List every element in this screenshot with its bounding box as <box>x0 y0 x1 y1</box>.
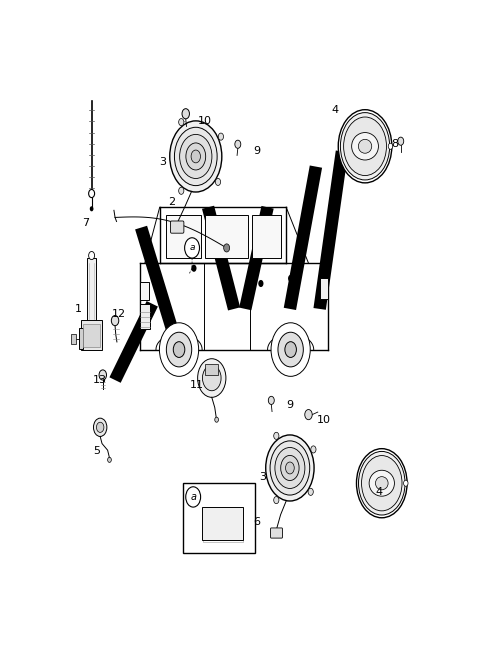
Bar <box>71 335 76 345</box>
Circle shape <box>192 265 196 272</box>
Bar <box>81 320 102 350</box>
Bar <box>87 258 96 324</box>
Text: 7: 7 <box>82 218 89 228</box>
Bar <box>140 282 149 300</box>
Circle shape <box>357 449 407 518</box>
Circle shape <box>275 447 305 488</box>
Text: 9: 9 <box>253 147 260 156</box>
Circle shape <box>344 117 386 176</box>
Circle shape <box>191 150 201 163</box>
Text: 1: 1 <box>74 304 81 314</box>
Circle shape <box>274 432 279 440</box>
Bar <box>203 510 243 542</box>
Circle shape <box>224 280 229 287</box>
Circle shape <box>338 110 392 183</box>
Circle shape <box>311 446 316 453</box>
Circle shape <box>398 137 404 145</box>
Circle shape <box>203 366 221 391</box>
Circle shape <box>186 487 201 507</box>
Circle shape <box>268 396 274 405</box>
Circle shape <box>286 462 294 474</box>
Text: 11: 11 <box>190 380 204 390</box>
Circle shape <box>94 418 107 436</box>
Circle shape <box>361 455 402 511</box>
Circle shape <box>159 323 199 376</box>
Circle shape <box>270 441 310 495</box>
Circle shape <box>235 140 241 148</box>
Circle shape <box>179 187 184 194</box>
Circle shape <box>198 359 226 397</box>
Text: 8: 8 <box>391 139 398 149</box>
Circle shape <box>89 251 95 259</box>
Bar <box>166 215 202 258</box>
Bar <box>252 215 281 258</box>
Circle shape <box>179 119 184 125</box>
Bar <box>202 507 243 540</box>
Circle shape <box>388 143 393 149</box>
Text: 6: 6 <box>253 517 261 527</box>
Ellipse shape <box>359 139 372 153</box>
FancyBboxPatch shape <box>271 528 282 538</box>
Circle shape <box>173 342 185 358</box>
Circle shape <box>185 238 200 258</box>
Circle shape <box>359 451 405 515</box>
Bar <box>84 324 100 346</box>
Circle shape <box>271 323 310 376</box>
Bar <box>183 482 255 553</box>
Circle shape <box>111 315 119 325</box>
Bar <box>205 215 248 258</box>
Circle shape <box>278 332 303 367</box>
Circle shape <box>108 457 111 463</box>
Text: a: a <box>189 244 195 252</box>
Circle shape <box>215 417 218 422</box>
Bar <box>205 364 218 376</box>
Circle shape <box>180 135 212 178</box>
Text: 4: 4 <box>332 105 339 115</box>
Circle shape <box>186 143 205 170</box>
Circle shape <box>96 422 104 432</box>
Text: 3: 3 <box>259 472 266 482</box>
Text: 12: 12 <box>112 309 126 319</box>
Circle shape <box>288 275 293 282</box>
Text: 4: 4 <box>376 487 383 497</box>
Circle shape <box>218 133 224 140</box>
Circle shape <box>167 332 192 367</box>
Circle shape <box>170 121 222 192</box>
Ellipse shape <box>369 471 395 496</box>
Circle shape <box>182 109 190 119</box>
Circle shape <box>305 409 312 420</box>
Text: a: a <box>190 492 196 502</box>
Circle shape <box>216 178 221 185</box>
Text: 2: 2 <box>168 197 175 207</box>
Text: 10: 10 <box>197 116 211 126</box>
Text: 9: 9 <box>287 401 293 411</box>
Text: 13: 13 <box>93 375 107 385</box>
Circle shape <box>258 280 264 287</box>
Ellipse shape <box>352 133 378 160</box>
Circle shape <box>266 435 314 501</box>
Circle shape <box>89 189 95 197</box>
Circle shape <box>404 480 408 486</box>
Circle shape <box>90 207 94 211</box>
Circle shape <box>224 244 229 252</box>
Circle shape <box>308 488 313 496</box>
Bar <box>140 304 150 329</box>
Text: 10: 10 <box>317 414 331 424</box>
FancyBboxPatch shape <box>170 221 184 233</box>
Circle shape <box>281 455 299 480</box>
Text: 5: 5 <box>93 446 100 456</box>
Circle shape <box>274 496 279 504</box>
Text: 3: 3 <box>159 156 166 166</box>
Ellipse shape <box>375 477 388 490</box>
Circle shape <box>340 113 390 180</box>
Circle shape <box>285 342 297 358</box>
Bar <box>321 279 328 299</box>
Circle shape <box>99 370 107 380</box>
Circle shape <box>174 127 217 185</box>
Bar <box>79 328 83 348</box>
